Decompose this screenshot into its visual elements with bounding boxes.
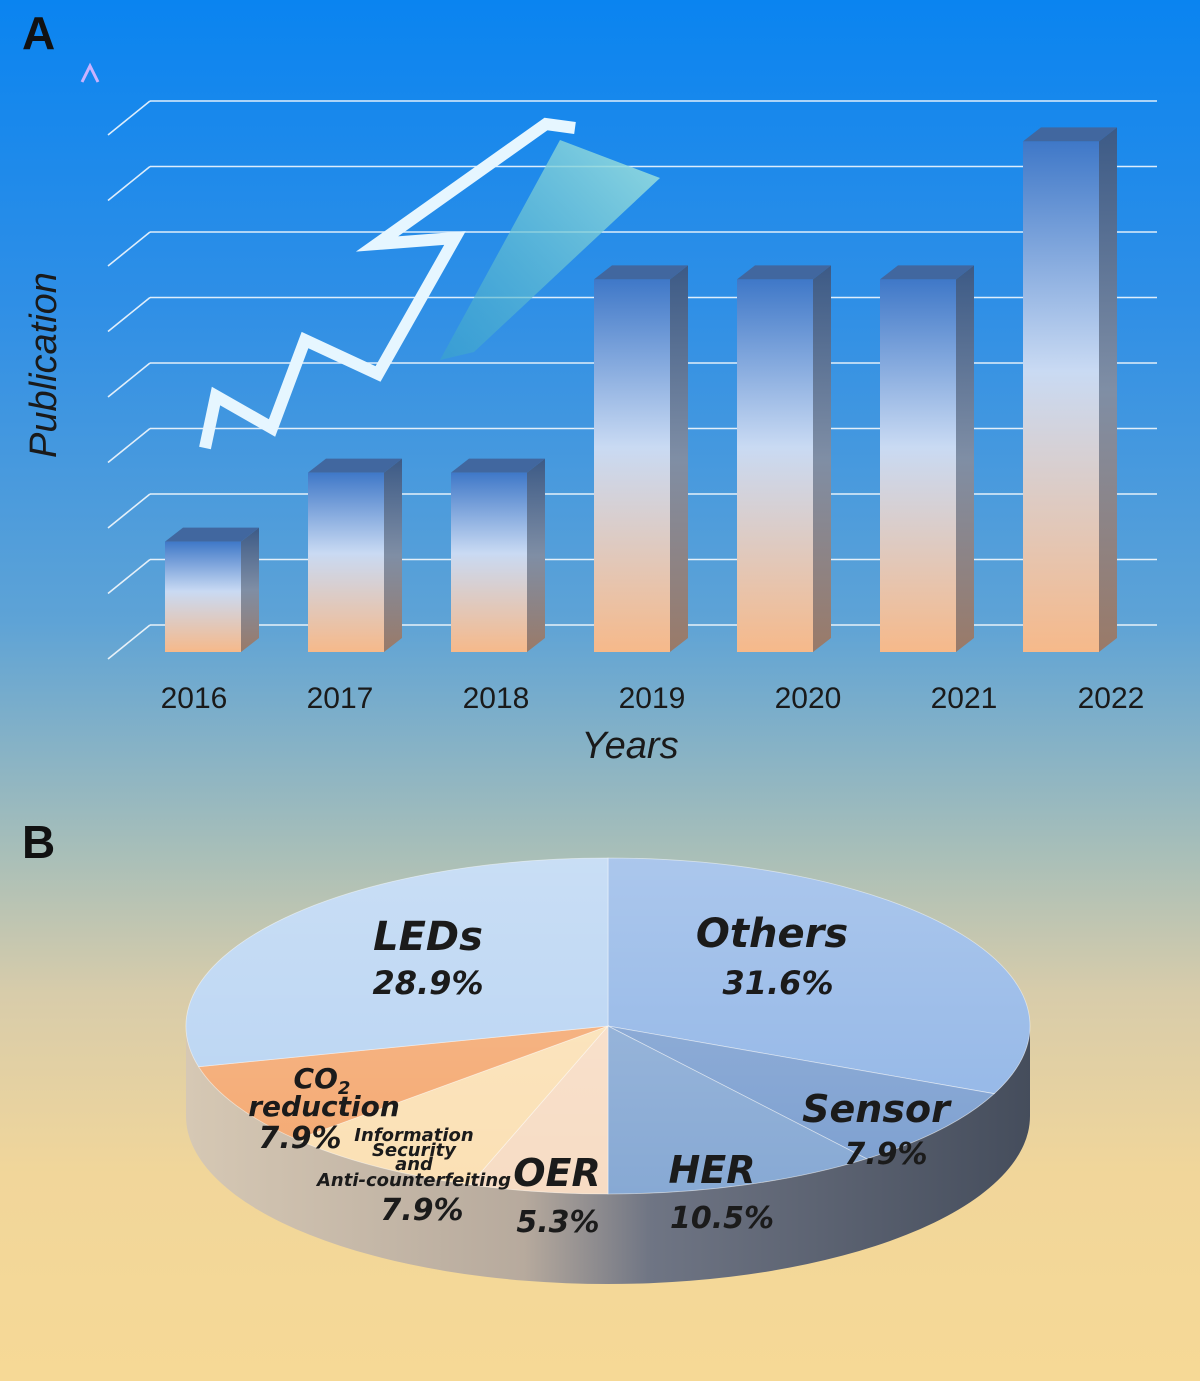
bar-front	[594, 279, 670, 652]
pie-pct-info: 7.9%	[380, 1193, 463, 1228]
bar-2020	[737, 265, 831, 652]
pie-pct-leds: 28.9%	[372, 964, 483, 1002]
panel-label-b: B	[22, 816, 56, 868]
pie-label-info-4: Anti-counterfeiting	[315, 1170, 511, 1191]
bar-2022	[1023, 127, 1117, 652]
pie-top-sheen	[186, 858, 1030, 1194]
bar-2016	[165, 527, 259, 652]
pie-rim	[186, 1026, 1030, 1284]
bar-top	[1023, 127, 1117, 142]
pie-label-info-2: Security	[372, 1140, 457, 1161]
pie-slices	[185, 857, 1031, 1195]
bar-front	[451, 472, 527, 652]
bar-top	[737, 265, 831, 280]
bar-top	[308, 458, 402, 473]
pie-label-oer: OER	[513, 1151, 601, 1195]
bar-front	[165, 541, 241, 652]
bar-side	[384, 458, 402, 652]
x-tick-2019: 2019	[619, 682, 686, 715]
grid-connector	[107, 427, 151, 464]
bar-front	[1023, 141, 1099, 652]
bar-front	[308, 472, 384, 652]
pie-pct-her: 10.5%	[670, 1201, 774, 1236]
panel-label-a: A	[22, 7, 56, 59]
pie-label-co2: CO2	[294, 1062, 351, 1099]
x-tick-2021: 2021	[931, 682, 998, 715]
bar-side	[241, 527, 259, 652]
pie-label-her: HER	[668, 1148, 755, 1192]
pie-label-co2-reduction: reduction	[248, 1090, 400, 1123]
grid-connector	[107, 165, 151, 202]
bar-2017	[308, 458, 402, 652]
pie-side-wall	[186, 1026, 1030, 1284]
pie-pct-oer: 5.3%	[516, 1205, 599, 1240]
x-axis-title: Years	[581, 725, 678, 767]
y-axis-title: Publication	[23, 272, 65, 458]
x-tick-2022: 2022	[1078, 682, 1145, 715]
bar-2018	[451, 458, 545, 652]
pie-label-leds: LEDs	[373, 914, 483, 960]
bar-side	[670, 265, 688, 652]
pie-pct-others: 31.6%	[722, 964, 833, 1002]
bars-group	[165, 127, 1117, 652]
grid-connector	[107, 296, 151, 333]
x-tick-labels: 2016 2017 2018 2019 2020 2021 2022	[161, 682, 1145, 715]
bar-top	[451, 458, 545, 473]
pie-label-info-3: and	[395, 1154, 434, 1175]
pie-label-sensor: Sensor	[802, 1087, 952, 1131]
trend-arrow-icon	[199, 117, 660, 450]
grid-connector	[107, 100, 151, 136]
bar-side	[527, 458, 545, 652]
bar-chart: 2016 2017 2018 2019 2020 2021 2022 Years Publi…	[23, 62, 1145, 767]
bar-top	[165, 527, 259, 542]
grid-connector	[107, 558, 151, 595]
x-tick-2016: 2016	[161, 682, 228, 715]
x-tick-2017: 2017	[307, 682, 374, 715]
bar-top	[880, 265, 974, 280]
grid-connector	[107, 362, 151, 398]
pie-label-others: Others	[696, 911, 848, 957]
bar-2019	[594, 265, 688, 652]
x-tick-2020: 2020	[775, 682, 842, 715]
pie-label-info-1: Information	[354, 1125, 473, 1146]
bar-top	[594, 265, 688, 280]
co2-text: CO	[294, 1062, 338, 1095]
bar-front	[880, 279, 956, 652]
grid-connector	[107, 231, 151, 267]
bar-side	[956, 265, 974, 652]
grid-connector	[107, 493, 151, 529]
bar-side	[1099, 127, 1117, 652]
y-axis-arrowhead	[80, 62, 100, 83]
bar-2021	[880, 265, 974, 652]
x-tick-2018: 2018	[463, 682, 530, 715]
pie-pct-co2: 7.9%	[258, 1121, 341, 1156]
grid-connector	[107, 624, 151, 660]
bar-front	[737, 279, 813, 652]
co2-subscript: 2	[338, 1078, 351, 1099]
pie-pct-sensor: 7.9%	[844, 1137, 927, 1172]
bar-side	[813, 265, 831, 652]
